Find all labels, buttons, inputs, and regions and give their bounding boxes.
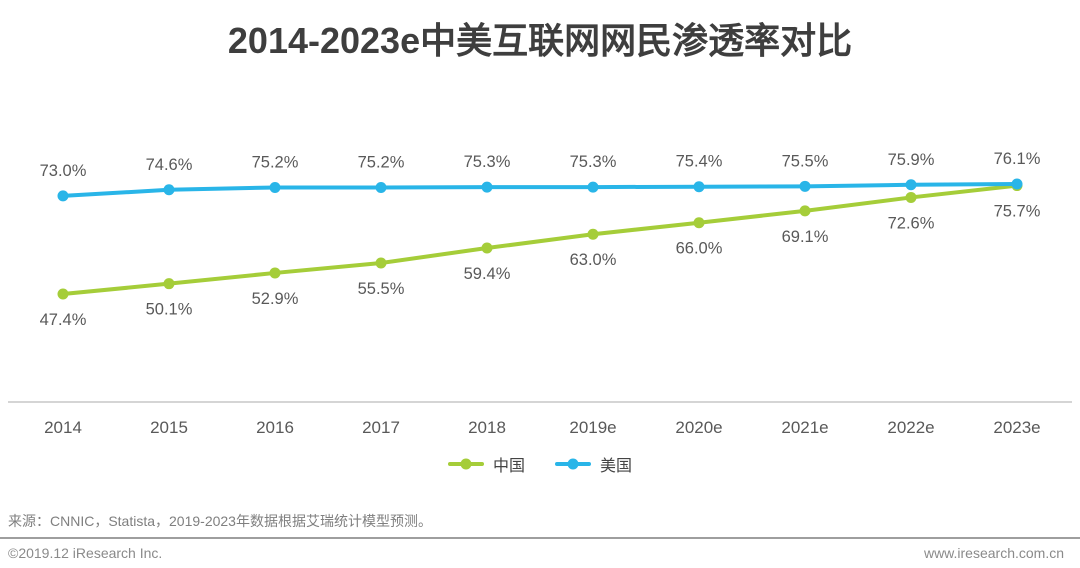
value-label: 72.6% <box>888 214 935 232</box>
data-point <box>481 242 493 254</box>
value-label: 75.4% <box>676 153 723 171</box>
x-axis-label: 2020e <box>675 418 722 437</box>
data-point <box>799 180 811 192</box>
value-label: 63.0% <box>570 251 617 269</box>
china-line-marker-icon <box>447 458 484 470</box>
x-axis-label: 2018 <box>468 418 506 437</box>
data-point <box>1011 178 1023 190</box>
data-point <box>57 190 69 202</box>
data-point <box>163 278 175 290</box>
x-axis-label: 2023e <box>993 418 1040 437</box>
data-point <box>905 179 917 191</box>
x-axis-label: 2019e <box>569 418 616 437</box>
x-axis-label: 2022e <box>887 418 934 437</box>
legend-label-china: 中国 <box>492 458 525 475</box>
value-label: 75.9% <box>888 151 935 169</box>
x-axis-label: 2015 <box>150 418 188 437</box>
value-label: 69.1% <box>782 228 829 246</box>
footer-divider <box>0 537 1080 539</box>
value-label: 52.9% <box>252 290 299 308</box>
data-point <box>587 181 599 193</box>
value-label: 75.3% <box>464 153 511 171</box>
value-label: 75.7% <box>994 203 1041 221</box>
value-label: 59.4% <box>464 265 511 283</box>
series-line-中国 <box>61 183 1019 297</box>
data-point <box>481 181 493 193</box>
data-point <box>587 228 599 240</box>
legend-item-usa: 美国 <box>555 452 632 476</box>
value-label: 73.0% <box>40 162 87 180</box>
legend-item-china: 中国 <box>447 452 525 476</box>
value-label: 66.0% <box>676 240 723 258</box>
x-axis-label: 2017 <box>362 418 400 437</box>
data-point <box>799 205 811 217</box>
data-point <box>57 288 69 300</box>
legend-label-usa: 美国 <box>600 458 633 475</box>
value-label: 75.3% <box>570 153 617 171</box>
copyright-text: ©2019.12 iResearch Inc. <box>8 545 163 561</box>
value-label: 75.5% <box>782 152 829 170</box>
x-axis-label: 2021e <box>781 418 828 437</box>
x-axis-label: 2014 <box>44 418 82 437</box>
data-point <box>905 191 917 203</box>
data-point <box>375 257 387 269</box>
data-point <box>269 267 281 279</box>
value-label: 74.6% <box>146 156 193 174</box>
series-line-美国 <box>61 182 1019 198</box>
page-title: 2014-2023e中美互联网网民渗透率对比 <box>227 20 853 61</box>
value-label: 75.2% <box>252 153 299 171</box>
x-axis-label: 2016 <box>256 418 294 437</box>
data-point <box>693 181 705 193</box>
value-label: 47.4% <box>40 311 87 329</box>
data-point <box>163 184 175 196</box>
value-label: 50.1% <box>146 301 193 319</box>
usa-line-marker-icon <box>555 458 591 470</box>
value-label: 55.5% <box>358 280 405 298</box>
chart-legend: 中国 美国 <box>0 452 1080 476</box>
value-label: 75.2% <box>358 153 405 171</box>
footer: ©2019.12 iResearch Inc. www.iresearch.co… <box>0 545 1080 561</box>
data-point <box>693 217 705 229</box>
website-url: www.iresearch.com.cn <box>923 545 1064 561</box>
value-label: 76.1% <box>994 150 1041 168</box>
data-point <box>375 181 387 193</box>
source-note: 来源：CNNIC，Statista，2019-2023年数据根据艾瑞统计模型预测… <box>8 513 432 529</box>
data-point <box>269 181 281 193</box>
